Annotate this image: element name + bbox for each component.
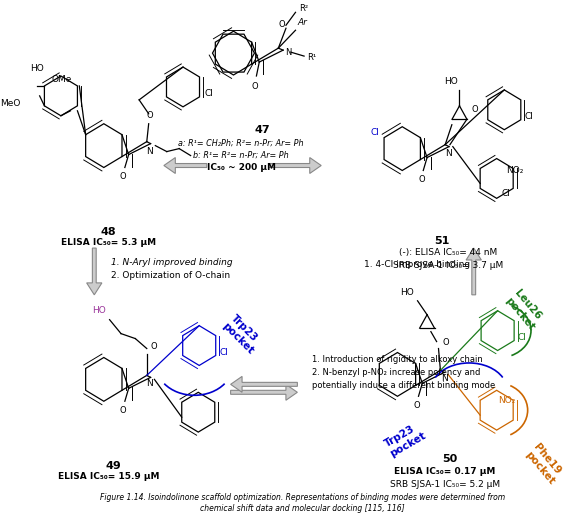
Text: Cl: Cl	[502, 189, 510, 198]
Text: Cl: Cl	[220, 348, 229, 357]
Text: Ar: Ar	[298, 18, 307, 27]
Text: Trp23
pocket: Trp23 pocket	[383, 420, 428, 459]
Text: HO: HO	[444, 77, 458, 86]
Text: N: N	[146, 146, 153, 156]
Text: Cl: Cl	[204, 89, 213, 98]
Polygon shape	[466, 248, 481, 295]
Text: HO: HO	[92, 306, 106, 315]
Polygon shape	[164, 157, 207, 174]
Text: NO₂: NO₂	[499, 396, 516, 405]
Text: a: R¹= CH₂Ph; R²= n-Pr; Ar= Ph: a: R¹= CH₂Ph; R²= n-Pr; Ar= Ph	[178, 139, 304, 147]
Text: HO: HO	[400, 288, 414, 297]
Text: 1. 4-Cl improve binding: 1. 4-Cl improve binding	[364, 260, 470, 269]
Text: Cl: Cl	[525, 112, 534, 121]
Text: ELISA IC₅₀= 0.17 μM: ELISA IC₅₀= 0.17 μM	[394, 467, 496, 476]
Text: IC₅₀ ~ 200 μM: IC₅₀ ~ 200 μM	[206, 163, 276, 172]
Text: 1. N-Aryl improved binding: 1. N-Aryl improved binding	[111, 258, 233, 267]
Polygon shape	[269, 157, 321, 174]
Text: R²: R²	[299, 4, 309, 13]
Text: Phe19
pocket: Phe19 pocket	[523, 442, 565, 486]
Text: Cl: Cl	[371, 128, 379, 137]
Text: Cl: Cl	[518, 333, 527, 342]
Text: 2. N-benzyl p-NO₂ increase potency and: 2. N-benzyl p-NO₂ increase potency and	[311, 368, 480, 377]
Text: O: O	[443, 337, 449, 347]
Text: N: N	[445, 149, 452, 157]
Text: MeO: MeO	[1, 99, 21, 108]
Text: O: O	[151, 342, 157, 350]
Text: 2. Optimization of O-chain: 2. Optimization of O-chain	[111, 271, 231, 280]
Text: N: N	[285, 48, 291, 56]
Text: ELISA IC₅₀= 5.3 μM: ELISA IC₅₀= 5.3 μM	[61, 238, 156, 247]
Text: (-): ELISA IC₅₀= 44 nM: (-): ELISA IC₅₀= 44 nM	[399, 248, 497, 257]
Text: N: N	[441, 374, 448, 383]
Text: O: O	[279, 20, 285, 29]
Text: 50: 50	[443, 454, 458, 464]
Text: O: O	[472, 105, 478, 115]
Text: 1. Introduction of rigidity to alkoxy chain: 1. Introduction of rigidity to alkoxy ch…	[311, 355, 483, 364]
Text: N: N	[146, 379, 153, 389]
Text: 47: 47	[254, 124, 270, 135]
Text: O: O	[414, 401, 420, 410]
Text: OMe: OMe	[52, 75, 72, 85]
Text: Figure 1.14. Isoindolinone scaffold optimization. Representations of binding mod: Figure 1.14. Isoindolinone scaffold opti…	[100, 493, 505, 513]
Text: O: O	[251, 82, 258, 91]
Text: O: O	[119, 406, 126, 415]
Text: O: O	[119, 173, 126, 181]
Text: b: R¹= R²= n-Pr; Ar= Ph: b: R¹= R²= n-Pr; Ar= Ph	[193, 151, 289, 160]
Text: ELISA IC₅₀= 15.9 μM: ELISA IC₅₀= 15.9 μM	[58, 472, 160, 481]
Polygon shape	[86, 248, 102, 295]
Text: Leu26
pocket: Leu26 pocket	[503, 288, 546, 332]
Polygon shape	[231, 377, 298, 392]
Text: NO₂: NO₂	[506, 166, 524, 175]
Polygon shape	[231, 384, 298, 400]
Text: R¹: R¹	[307, 53, 316, 62]
Text: 49: 49	[106, 461, 121, 471]
Text: SRB SJSA-1 IC₅₀= 3.7 μM: SRB SJSA-1 IC₅₀= 3.7 μM	[393, 261, 503, 270]
Text: Trp23
pocket: Trp23 pocket	[220, 313, 264, 357]
Text: 51: 51	[434, 236, 450, 246]
Text: O: O	[419, 175, 426, 185]
Text: 48: 48	[101, 227, 117, 237]
Text: potentially induce a different binding mode: potentially induce a different binding m…	[311, 381, 495, 390]
Text: O: O	[146, 111, 153, 120]
Text: SRB SJSA-1 IC₅₀= 5.2 μM: SRB SJSA-1 IC₅₀= 5.2 μM	[390, 480, 500, 489]
Text: HO: HO	[30, 63, 44, 73]
